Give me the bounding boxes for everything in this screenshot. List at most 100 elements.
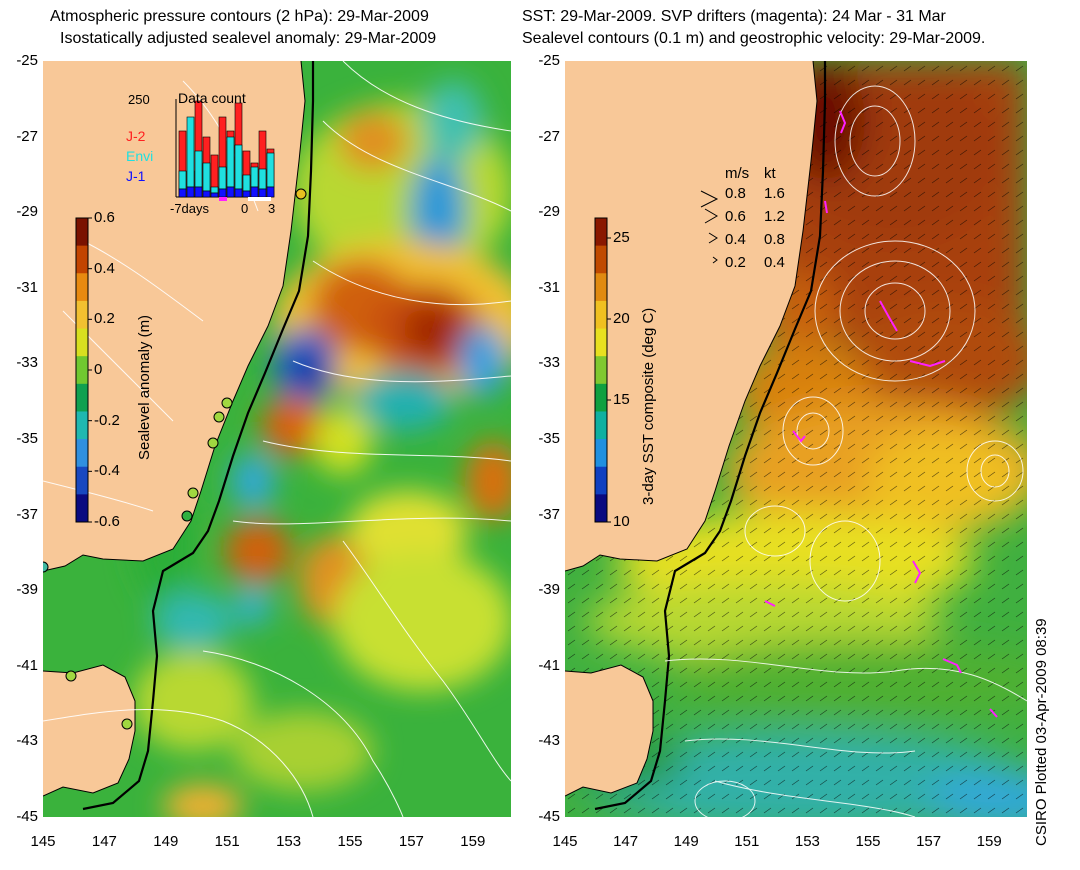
colorbar-segment [595, 218, 607, 247]
colorbar-segment [595, 411, 607, 440]
x-tick-label: 153 [276, 833, 302, 850]
x-tick-label: 155 [337, 833, 363, 850]
histogram-bar-segment [194, 150, 203, 188]
colorbar-segment [595, 328, 607, 357]
right-title-line1: SST: 29-Mar-2009. SVP drifters (magenta)… [522, 8, 946, 25]
inset-xtick-start: -7days [170, 201, 210, 216]
histogram-bar-segment [210, 192, 219, 198]
colorbar-tick-label: 15 [613, 391, 630, 408]
histogram-bar-segment [218, 166, 227, 190]
colorbar-segment [76, 411, 88, 440]
sealevel-contours [664, 85, 1027, 817]
x-tick-label: 149 [673, 833, 699, 850]
y-tick-label: -41 [16, 656, 38, 674]
left-title-line1: Atmospheric pressure contours (2 hPa): 2… [50, 8, 429, 25]
x-tick-label: 149 [153, 833, 179, 850]
colorbar-tick-label: 10 [613, 513, 630, 530]
y-tick-label: -33 [16, 354, 38, 372]
y-tick-label: -29 [538, 203, 560, 221]
x-tick-label: 159 [460, 833, 486, 850]
histogram-bar-segment [210, 186, 219, 194]
colorbar-segment [595, 245, 607, 274]
histogram-bar-segment [186, 116, 195, 188]
colorbar-segment [595, 383, 607, 412]
histogram-bar-segment [226, 136, 235, 188]
colorbar-segment [595, 466, 607, 495]
sealevel-colorbar [75, 217, 92, 523]
histogram-bar-segment [242, 174, 251, 192]
x-tick-label: 153 [794, 833, 820, 850]
inset-series-j1: J-1 [126, 168, 146, 184]
y-tick-label: -31 [16, 278, 38, 296]
y-tick-label: -27 [16, 127, 38, 145]
y-tick-label: -39 [16, 581, 38, 599]
histogram-bar-segment [194, 186, 203, 198]
land-mainland [565, 61, 817, 571]
histogram-bar-segment [178, 170, 187, 190]
velocity-ms-value: 0.8 [725, 185, 746, 202]
colorbar-tick-label: 0 [94, 361, 103, 378]
colorbar-segment [595, 356, 607, 385]
velocity-header-ms: m/s [725, 165, 750, 182]
histogram-bar-segment [258, 188, 267, 198]
y-tick-label: -35 [538, 430, 560, 447]
sst-colorbar-title: 3-day SST composite (deg C) [640, 307, 657, 505]
shelf-contour [82, 61, 315, 811]
colorbar-tick-label: -0.4 [94, 462, 120, 480]
histogram-bar-segment [258, 168, 267, 190]
colorbar-segment [595, 494, 607, 523]
velocity-header-kt: kt [764, 165, 776, 182]
shelf-contour [594, 61, 827, 811]
histogram-bar-segment [250, 186, 259, 198]
colorbar-tick-label: -0.6 [94, 513, 120, 530]
y-tick-label: -31 [538, 278, 560, 296]
velocity-kt-value: 0.8 [764, 231, 785, 248]
plot-credit: CSIRO Plotted 03-Apr-2009 08:39 [1033, 618, 1050, 846]
histogram-bar-segment [234, 188, 243, 198]
x-tick-label: 155 [855, 833, 881, 850]
inset-title: Data count [178, 90, 246, 106]
colorbar-segment [76, 494, 88, 523]
data-count-inset [175, 99, 275, 201]
x-tick-label: 147 [613, 833, 639, 850]
x-tick-label: 145 [552, 833, 578, 850]
x-tick-label: 157 [916, 833, 942, 850]
colorbar-segment [76, 356, 88, 385]
colorbar-segment [76, 328, 88, 357]
histogram-bar-segment [250, 166, 259, 188]
velocity-kt-value: 1.2 [764, 208, 785, 225]
histogram-bar-segment [186, 186, 195, 198]
inset-xtick-end: 3 [268, 201, 276, 216]
land-tasmania [43, 665, 135, 796]
left-title-line2: Isostatically adjusted sealevel anomaly:… [60, 30, 437, 47]
y-tick-label: -25 [16, 52, 38, 69]
y-tick-label: -41 [538, 656, 560, 674]
y-tick-label: -39 [538, 581, 560, 599]
land-tasmania [565, 665, 653, 796]
colorbar-tick-label: 20 [613, 310, 630, 327]
histogram-bar-segment [234, 144, 243, 190]
anomaly-field [133, 81, 511, 817]
colorbar-segment [595, 273, 607, 302]
colorbar-tick-label: 0.4 [94, 259, 115, 277]
velocity-kt-value: 1.6 [764, 185, 785, 202]
svp-drifter-tracks [764, 110, 998, 718]
right-title-line2: Sealevel contours (0.1 m) and geostrophi… [522, 30, 986, 47]
histogram-bar-segment [202, 190, 211, 198]
y-tick-label: -25 [538, 52, 560, 69]
y-tick-label: -37 [538, 505, 560, 523]
colorbar-segment [76, 218, 88, 247]
x-tick-label: 147 [91, 833, 117, 850]
colorbar-tick-label: -0.2 [94, 411, 120, 429]
histogram-bar-segment [266, 152, 275, 188]
velocity-ms-value: 0.2 [725, 254, 746, 271]
x-tick-label: 151 [734, 833, 760, 850]
x-tick-label: 157 [398, 833, 424, 850]
y-tick-label: -35 [16, 430, 38, 447]
colorbar-segment [76, 300, 88, 330]
colorbar-segment [76, 383, 88, 412]
colorbar-segment [595, 439, 607, 468]
inset-series-j2: J-2 [126, 128, 146, 144]
colorbar-tick-label: 0.2 [94, 310, 115, 328]
colorbar-segment [76, 466, 88, 495]
